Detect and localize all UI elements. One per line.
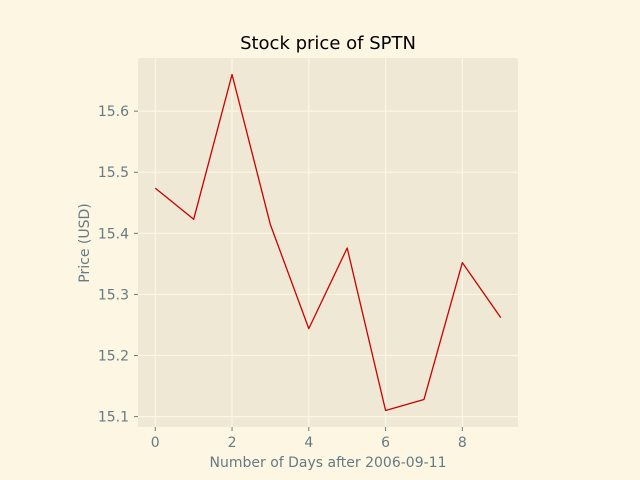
y-tick-label: 15.4 [98, 226, 129, 242]
grid-lines [138, 58, 518, 427]
y-tick-label: 15.5 [98, 165, 129, 181]
y-tick-label: 15.3 [98, 287, 129, 303]
x-tick-label: 0 [151, 435, 160, 451]
price-line [154, 73, 502, 412]
y-axis-ticks: 15.1 15.2 15.3 15.4 15.5 15.6 [98, 104, 138, 426]
x-tick-label: 2 [228, 435, 237, 451]
y-axis-label: Price (USD) [77, 203, 93, 282]
x-axis-ticks: 0 2 4 6 8 [151, 427, 467, 451]
x-tick-label: 6 [381, 435, 390, 451]
y-tick-label: 15.1 [98, 410, 129, 426]
plot-area [138, 58, 518, 427]
y-tick-label: 15.2 [98, 349, 129, 365]
chart-title: Stock price of SPTN [240, 33, 416, 54]
series-layer [154, 73, 502, 412]
x-axis-label: Number of Days after 2006-09-11 [210, 455, 447, 471]
x-tick-label: 8 [458, 435, 467, 451]
y-tick-label: 15.6 [98, 104, 129, 120]
x-tick-label: 4 [304, 435, 313, 451]
